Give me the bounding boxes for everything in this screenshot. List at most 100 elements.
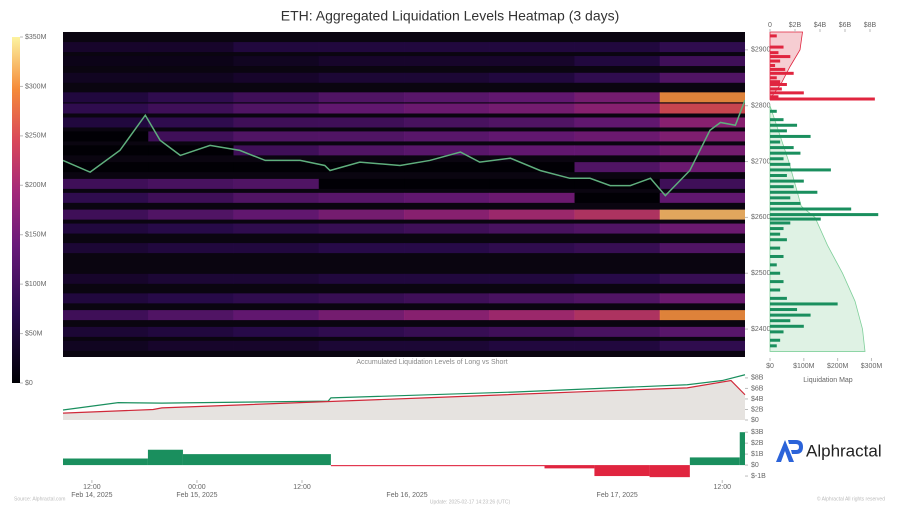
heat-cell [659,243,745,254]
heat-cell [574,103,661,114]
y-tick-label: $2B [751,440,764,447]
heat-cell [489,131,575,142]
heat-cell [659,92,745,103]
heat-cell [489,42,575,53]
y-tick-label: $2500 [751,270,771,277]
liquidation-bar [770,87,782,91]
heat-cell [318,162,405,173]
heat-cell [233,293,320,304]
liquidation-bar [770,34,777,38]
logo-icon [776,440,803,462]
liquidation-bar [770,76,777,80]
heat-cell [318,326,405,337]
heat-cell [318,310,405,321]
liquidation-bar [770,146,794,150]
liquidation-bar [770,97,875,101]
colorbar-tick-label: $200M [25,182,47,189]
heat-cell [574,162,661,173]
heat-cell [318,145,405,156]
heat-cell [63,293,149,304]
liquidation-bar [770,45,784,49]
heat-cell [233,162,320,173]
heat-cell [63,72,149,83]
net-bar [330,465,545,467]
y-tick-label: $2B [751,406,764,413]
heat-cell [659,72,745,83]
heat-cell [404,326,490,337]
series-area [63,380,745,420]
liquidation-bar [770,51,779,55]
liquidation-bar [770,64,776,68]
liquidation-bar [770,196,791,200]
heat-cell [233,56,320,67]
heat-cell [659,103,745,114]
colorbar-tick-label: $0 [25,380,33,387]
heat-cell [233,310,320,321]
heat-cell [489,223,575,234]
logo-text: Alphractal [806,441,882,460]
heat-cell [148,56,234,67]
series-line [62,374,746,411]
heat-cell [574,223,661,234]
heat-cell [63,326,149,337]
liquidation-bar [770,162,791,166]
x2-tick-label: $2B [789,22,802,29]
heat-cell [574,326,661,337]
copyright: © Alphractal All rights reserved [817,495,885,502]
heat-cell [233,273,320,284]
x2-tick-label: $8B [864,22,877,29]
liquidation-bar [770,254,784,258]
heat-cell [148,145,234,156]
heat-cell [318,293,405,304]
x-axis-label: Liquidation Map [803,377,853,384]
heat-cell [148,310,234,321]
liquidation-bar [770,280,784,284]
liquidation-bar [770,185,794,189]
heat-cell [404,72,490,83]
heat-cell [233,117,320,128]
heat-cell [148,117,234,128]
liquidation-bar [770,207,852,211]
liquidation-bar [770,271,781,275]
heat-cell [659,293,745,304]
heat-cell [404,117,490,128]
heat-cell [659,145,745,156]
heat-cell [233,145,320,156]
liquidation-bar [770,217,821,221]
heat-cell [404,42,490,53]
liquidation-bar [770,246,781,250]
heat-cell [489,178,575,189]
heat-cell [318,243,405,254]
y-tick-label: $0 [751,417,759,424]
liquidation-bar [770,123,798,127]
liquidation-bar [770,302,838,306]
heat-cell [659,192,745,203]
x-tick-label: $0 [766,363,774,370]
series-line [62,379,746,414]
heat-cell [574,209,661,220]
colorbar-tick-label: $100M [25,281,47,288]
liquidation-bar [770,313,811,317]
x-date-label: Feb 17, 2025 [597,492,638,499]
heat-cell [233,72,320,83]
heat-cell [489,209,575,220]
heat-cell [489,92,575,103]
heat-cell [63,42,149,53]
net-bar [544,465,595,469]
colorbar-tick-label: $50M [25,330,43,337]
x-tick-label: $200M [827,363,849,370]
heat-cell [148,72,234,83]
heat-cell [318,42,405,53]
y-tick-label: $2800 [751,103,771,110]
net-bar [689,457,740,466]
heat-cell [233,92,320,103]
x2-tick-label: 0 [768,22,772,29]
heat-cell [318,223,405,234]
heat-cell [233,209,320,220]
net-bar [182,454,331,466]
liquidation-bar [770,201,801,205]
heat-cell [148,178,234,189]
y-tick-label: $2400 [751,326,771,333]
heat-cell [404,273,490,284]
